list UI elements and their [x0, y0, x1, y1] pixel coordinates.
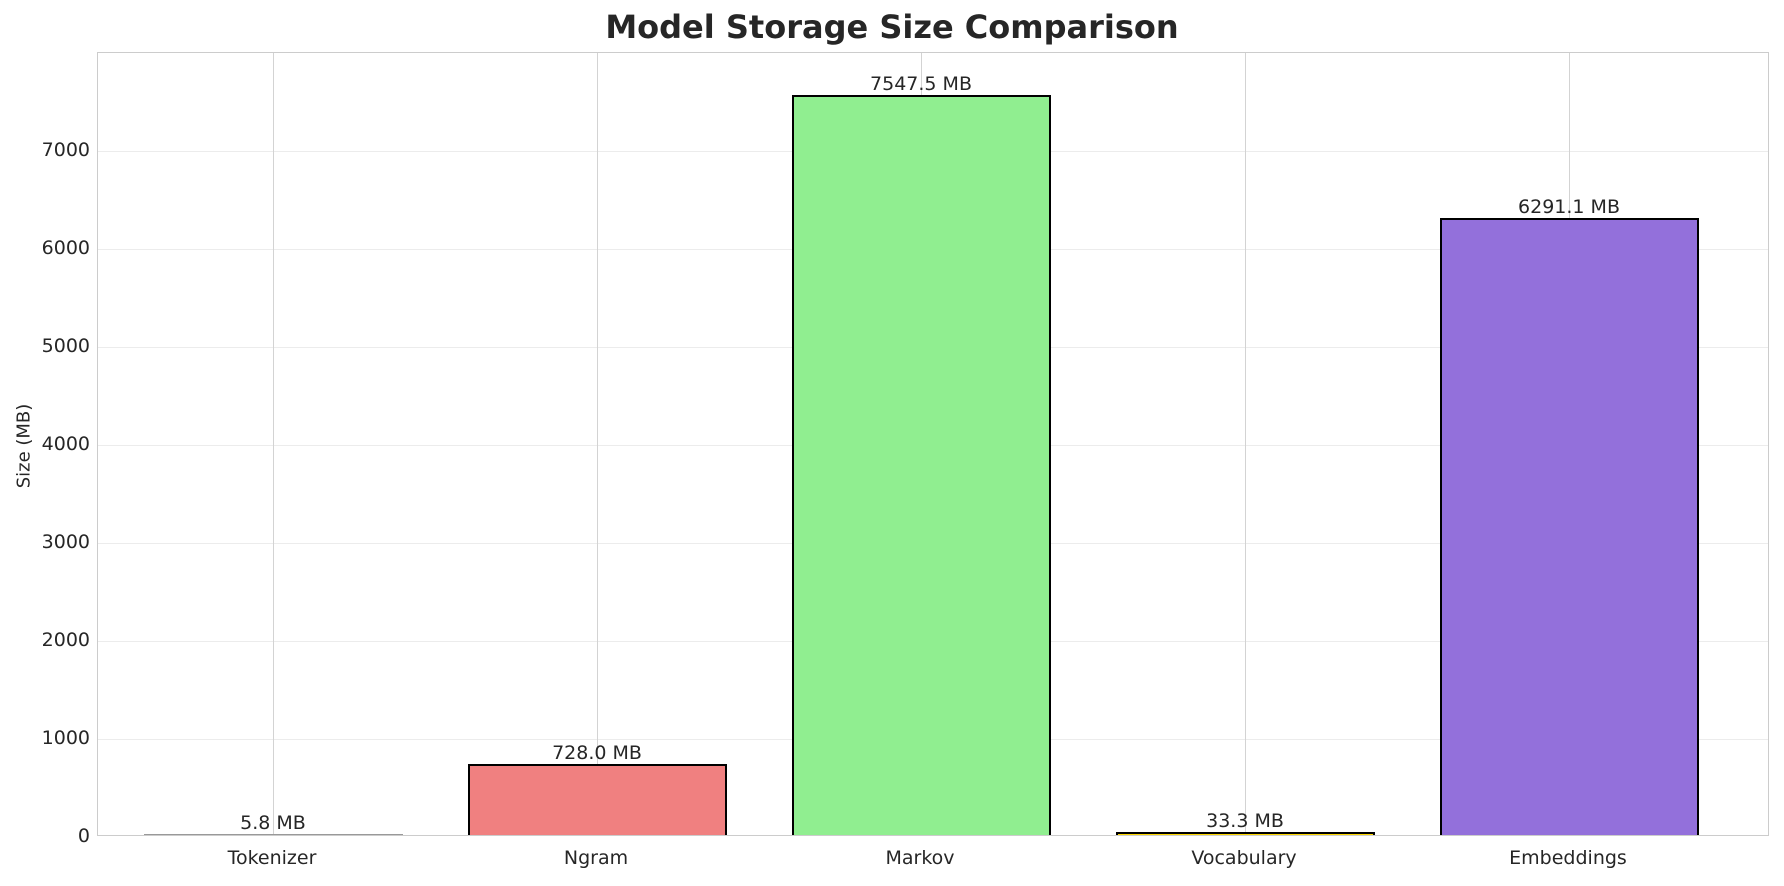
y-axis-label: Size (MB) — [13, 403, 35, 489]
x-tick-label: Vocabulary — [1191, 847, 1297, 869]
y-tick-label: 6000 — [41, 237, 90, 259]
bar-embeddings — [1439, 218, 1699, 835]
bar-value-label: 7547.5 MB — [870, 73, 972, 96]
y-tick-label: 7000 — [41, 139, 90, 161]
bar-value-label: 6291.1 MB — [1518, 196, 1620, 219]
plot-area: 5.8 MB 728.0 MB 7547.5 MB 33.3 MB 6291.1 MB — [97, 52, 1769, 836]
x-tick-label: Markov — [885, 847, 955, 869]
bar-tokenizer — [143, 833, 403, 835]
v-gridline — [1245, 53, 1246, 835]
v-gridline — [597, 53, 598, 835]
bar-value-label: 5.8 MB — [240, 812, 306, 835]
y-tick-label: 5000 — [41, 335, 90, 357]
bar-value-label: 728.0 MB — [552, 741, 642, 764]
x-tick-label: Tokenizer — [227, 847, 317, 869]
bar-value-label: 33.3 MB — [1206, 809, 1284, 832]
chart-title: Model Storage Size Comparison — [605, 8, 1179, 46]
y-tick-label: 3000 — [41, 531, 90, 553]
bar-ngram — [467, 763, 727, 835]
y-tick-label: 4000 — [41, 433, 90, 455]
y-tick-label: 2000 — [41, 629, 90, 651]
y-tick-label: 0 — [77, 825, 90, 847]
x-tick-label: Embeddings — [1509, 847, 1627, 869]
x-tick-label: Ngram — [563, 847, 629, 869]
v-gridline — [273, 53, 274, 835]
y-tick-label: 1000 — [41, 727, 90, 749]
bar-vocabulary — [1115, 831, 1375, 835]
bar-markov — [791, 95, 1051, 835]
